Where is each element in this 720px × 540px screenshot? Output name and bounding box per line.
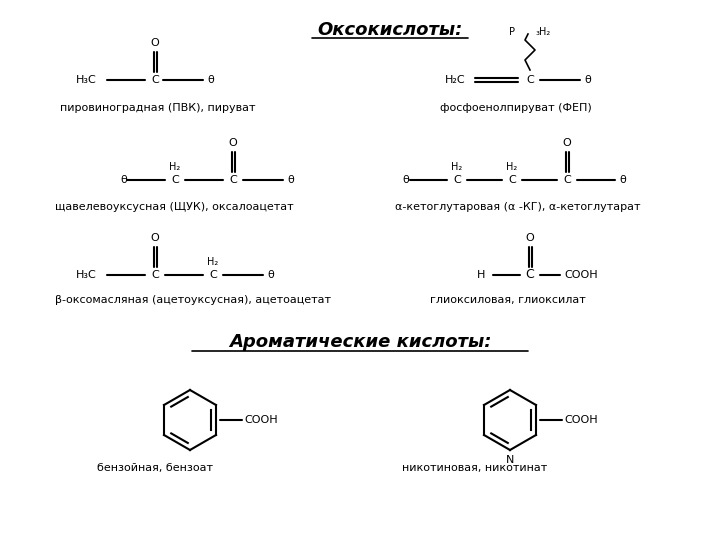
Text: θ: θ bbox=[619, 175, 626, 185]
Text: C: C bbox=[151, 270, 159, 280]
Text: ₃H₂: ₃H₂ bbox=[535, 27, 550, 37]
Text: β-оксомасляная (ацетоуксусная), ацетоацетат: β-оксомасляная (ацетоуксусная), ацетоаце… bbox=[55, 295, 331, 305]
Text: щавелевоуксусная (ЩУК), оксалоацетат: щавелевоуксусная (ЩУК), оксалоацетат bbox=[55, 202, 294, 212]
Text: C: C bbox=[563, 175, 571, 185]
Text: C: C bbox=[526, 75, 534, 85]
Text: H₂: H₂ bbox=[451, 162, 463, 172]
Text: O: O bbox=[150, 233, 159, 243]
Text: P: P bbox=[509, 27, 515, 37]
Text: C: C bbox=[171, 175, 179, 185]
Text: C: C bbox=[209, 270, 217, 280]
Text: N: N bbox=[506, 455, 514, 465]
Text: θ: θ bbox=[402, 175, 409, 185]
Text: никотиновая, никотинат: никотиновая, никотинат bbox=[402, 463, 548, 473]
Text: O: O bbox=[150, 38, 159, 48]
Text: H₂: H₂ bbox=[506, 162, 518, 172]
Text: θ: θ bbox=[584, 75, 590, 85]
Text: пировиноградная (ПВК), пируват: пировиноградная (ПВК), пируват bbox=[60, 103, 256, 113]
Text: θ: θ bbox=[207, 75, 214, 85]
Text: H₃C: H₃C bbox=[76, 75, 97, 85]
Text: H₂: H₂ bbox=[207, 257, 219, 267]
Text: C: C bbox=[526, 268, 534, 281]
Text: H: H bbox=[477, 270, 485, 280]
Text: θ: θ bbox=[287, 175, 294, 185]
Text: H₂C: H₂C bbox=[444, 75, 465, 85]
Text: COOH: COOH bbox=[564, 270, 598, 280]
Text: C: C bbox=[151, 75, 159, 85]
Text: бензойная, бензоат: бензойная, бензоат bbox=[97, 463, 213, 473]
Text: C: C bbox=[453, 175, 461, 185]
Text: фосфоенолпируват (ФЕП): фосфоенолпируват (ФЕП) bbox=[440, 103, 592, 113]
Text: C: C bbox=[229, 175, 237, 185]
Text: Оксокислоты:: Оксокислоты: bbox=[318, 21, 463, 39]
Text: глиоксиловая, глиоксилат: глиоксиловая, глиоксилат bbox=[430, 295, 586, 305]
Text: COOH: COOH bbox=[564, 415, 598, 425]
Text: H₂: H₂ bbox=[169, 162, 181, 172]
Text: θ: θ bbox=[267, 270, 274, 280]
Text: θ: θ bbox=[120, 175, 127, 185]
Text: α-кетоглутаровая (α -КГ), α-кетоглутарат: α-кетоглутаровая (α -КГ), α-кетоглутарат bbox=[395, 202, 641, 212]
Text: O: O bbox=[562, 138, 572, 148]
Text: O: O bbox=[526, 233, 534, 243]
Text: Ароматические кислоты:: Ароматические кислоты: bbox=[229, 333, 491, 351]
Text: O: O bbox=[229, 138, 238, 148]
Text: C: C bbox=[508, 175, 516, 185]
Text: H₃C: H₃C bbox=[76, 270, 97, 280]
Text: COOH: COOH bbox=[244, 415, 278, 425]
